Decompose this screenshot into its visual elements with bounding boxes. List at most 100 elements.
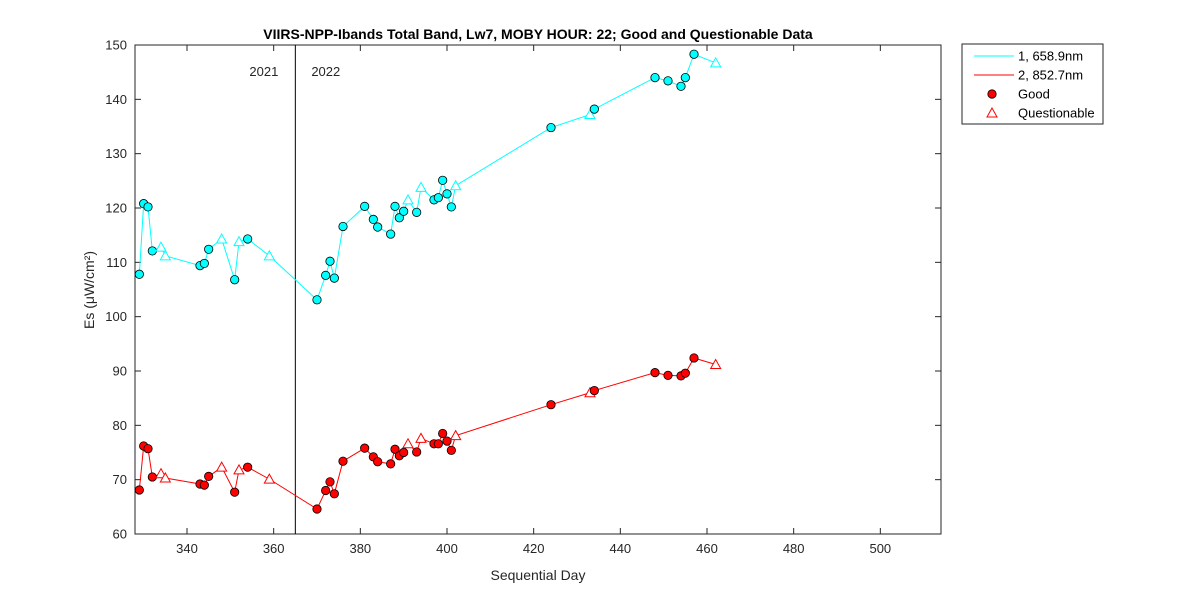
- questionable-point: [402, 193, 414, 205]
- x-tick-label: 440: [609, 541, 631, 556]
- good-point: [390, 201, 400, 211]
- x-tick-label: 420: [523, 541, 545, 556]
- plot-area: 340 360 380 400 420 440 460 480 500 60 70 80 90 100 11…: [105, 38, 942, 556]
- questionable-point: [709, 358, 722, 369]
- good-point: [230, 275, 240, 285]
- good-point: [676, 81, 686, 91]
- good-point: [433, 193, 443, 203]
- good-point: [680, 73, 690, 83]
- y-tick-label: 110: [106, 255, 127, 270]
- y-tick-label: 130: [105, 146, 127, 161]
- good-point: [650, 368, 660, 378]
- good-point: [143, 202, 153, 212]
- questionable-point: [215, 461, 228, 472]
- good-point: [589, 104, 599, 114]
- x-tick-label: 340: [176, 541, 198, 556]
- questionable-point: [415, 432, 427, 443]
- x-tick-label: 480: [783, 541, 805, 556]
- good-point: [438, 428, 448, 439]
- y-tick-label: 60: [113, 527, 127, 542]
- questionable-point: [449, 429, 462, 441]
- x-tick-label: 400: [436, 541, 458, 556]
- good-point: [546, 400, 556, 410]
- questionable-point: [415, 181, 427, 192]
- good-point: [243, 234, 253, 244]
- x-axis-label: Sequential Day: [491, 567, 586, 583]
- good-point: [147, 246, 157, 256]
- questionable-point: [584, 108, 596, 120]
- good-point: [394, 213, 404, 223]
- good-point: [321, 270, 331, 280]
- good-point: [390, 444, 400, 454]
- good-point: [446, 445, 456, 455]
- good-point: [325, 477, 335, 487]
- x-tick-label: 380: [349, 541, 371, 556]
- good-point: [204, 244, 214, 254]
- axes-box: [134, 44, 942, 535]
- questionable-point: [159, 472, 172, 483]
- y-tick-label: 150: [105, 38, 127, 53]
- good-point: [373, 457, 383, 467]
- good-point: [325, 256, 335, 266]
- year-label-left: 2021: [249, 64, 278, 79]
- chart-title: VIIRS-NPP-Ibands Total Band, Lw7, MOBY H…: [263, 26, 813, 42]
- good-point: [399, 206, 409, 216]
- good-point: [199, 480, 209, 490]
- questionable-point: [159, 249, 172, 261]
- good-point: [446, 202, 456, 212]
- good-point: [134, 269, 144, 279]
- questionable-point: [215, 232, 228, 244]
- good-point: [143, 444, 153, 454]
- good-point: [546, 122, 556, 133]
- questionable-point: [233, 463, 245, 475]
- legend-label: 1, 658.9nm: [1018, 49, 1083, 64]
- legend: 1, 658.9nm 2, 852.7nm Good Questionable: [961, 43, 1104, 125]
- good-point: [321, 485, 331, 496]
- good-point: [442, 436, 452, 446]
- good-point: [386, 459, 396, 469]
- questionable-point: [402, 437, 414, 449]
- good-point: [243, 462, 253, 472]
- x-tick-label: 360: [263, 541, 285, 556]
- good-point: [329, 273, 339, 283]
- good-point: [199, 258, 209, 269]
- y-tick-label: 70: [113, 472, 127, 487]
- good-point: [442, 189, 452, 199]
- good-point: [230, 487, 240, 497]
- good-point: [680, 368, 690, 378]
- good-point: [663, 76, 673, 86]
- good-point: [689, 49, 699, 59]
- good-point: [412, 447, 422, 457]
- legend-circle-marker: [987, 89, 997, 99]
- questionable-point: [449, 179, 462, 191]
- good-point: [663, 370, 673, 380]
- questionable-point: [263, 249, 276, 261]
- good-point: [134, 485, 144, 495]
- good-point: [368, 214, 378, 225]
- x-tick-label: 460: [696, 541, 718, 556]
- y-tick-label: 100: [105, 309, 127, 324]
- good-point: [360, 443, 370, 453]
- good-point: [412, 207, 422, 217]
- good-point: [373, 222, 383, 232]
- good-point: [650, 73, 660, 83]
- y-tick-label: 140: [105, 92, 127, 107]
- legend-box: [961, 43, 1104, 125]
- good-point: [147, 472, 157, 482]
- questionable-point: [263, 473, 276, 484]
- x-tick-label: 500: [869, 541, 891, 556]
- legend-label: 2, 852.7nm: [1018, 68, 1083, 83]
- good-point: [338, 221, 348, 232]
- y-tick-label: 90: [113, 364, 127, 379]
- good-point: [689, 353, 699, 363]
- good-point: [204, 471, 214, 482]
- legend-label: Good: [1018, 87, 1050, 102]
- y-tick-label: 120: [105, 201, 127, 216]
- good-point: [438, 175, 448, 185]
- good-point: [589, 385, 599, 396]
- good-point: [312, 504, 322, 514]
- questionable-point: [709, 56, 722, 68]
- legend-label: Questionable: [1018, 106, 1095, 121]
- good-point: [338, 456, 348, 466]
- good-point: [386, 229, 396, 239]
